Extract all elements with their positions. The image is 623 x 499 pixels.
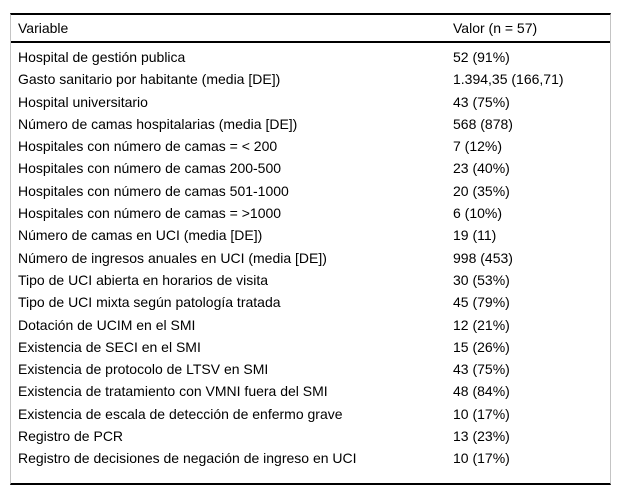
table-row: Hospitales con número de camas = < 200 7… (11, 135, 610, 157)
table-row: Hospital de gestión publica 52 (91%) (11, 42, 610, 68)
table-row: Dotación de UCIM en el SMI 12 (21%) (11, 314, 610, 336)
valor-cell: 10 (17%) (453, 450, 510, 467)
statistics-table: Variable Valor (n = 57) Hospital de gest… (11, 15, 610, 483)
valor-cell: 1.394,35 (166,71) (453, 71, 564, 88)
valor-cell: 30 (53%) (453, 271, 510, 288)
valor-cell: 23 (40%) (453, 160, 510, 177)
variable-cell: Número de camas en UCI (media [DE]) (18, 227, 263, 244)
valor-cell: 998 (453) (453, 249, 513, 266)
table-row: Existencia de tratamiento con VMNI fuera… (11, 380, 610, 402)
valor-cell: 45 (79%) (453, 294, 510, 311)
table-row: Tipo de UCI mixta según patología tratad… (11, 291, 610, 313)
valor-cell: 13 (23%) (453, 428, 510, 445)
table-row: Hospitales con número de camas 501-1000 … (11, 180, 610, 202)
variable-cell: Registro de decisiones de negación de in… (18, 450, 357, 467)
variable-cell: Hospitales con número de camas = >1000 (18, 205, 282, 222)
valor-cell: 19 (11) (453, 227, 497, 244)
table-row: Hospital universitario 43 (75%) (11, 91, 610, 113)
table-row: Existencia de escala de detección de enf… (11, 403, 610, 425)
variable-cell: Hospital universitario (18, 93, 148, 110)
valor-cell: 15 (26%) (453, 338, 510, 355)
table-row: Número de ingresos anuales en UCI (media… (11, 247, 610, 269)
valor-cell: 52 (91%) (453, 49, 510, 65)
variable-cell: Existencia de tratamiento con VMNI fuera… (18, 383, 328, 400)
valor-cell: 20 (35%) (453, 182, 510, 199)
variable-cell: Hospitales con número de camas 200-500 (18, 160, 282, 177)
variable-cell: Hospital de gestión publica (18, 49, 186, 65)
table-row: Tipo de UCI abierta en horarios de visit… (11, 269, 610, 291)
valor-cell: 6 (10%) (453, 205, 503, 222)
variable-cell: Existencia de SECI en el SMI (18, 338, 201, 355)
table-row: Número de camas en UCI (media [DE]) 19 (… (11, 224, 610, 246)
variable-cell: Tipo de UCI mixta según patología tratad… (18, 294, 281, 311)
table-row: Hospitales con número de camas 200-500 2… (11, 157, 610, 179)
variable-cell: Hospitales con número de camas 501-1000 (18, 182, 289, 199)
valor-cell: 43 (75%) (453, 361, 510, 378)
table-header: Variable Valor (n = 57) (11, 15, 610, 43)
table-row: Gasto sanitario por habitante (media [DE… (11, 68, 610, 90)
variable-cell: Registro de PCR (18, 428, 124, 445)
valor-cell: 12 (21%) (453, 316, 510, 333)
table-row: Registro de decisiones de negación de in… (11, 447, 610, 482)
variable-cell: Gasto sanitario por habitante (media [DE… (18, 71, 281, 88)
table-row: Existencia de protocolo de LTSV en SMI 4… (11, 358, 610, 380)
variable-cell: Número de ingresos anuales en UCI (media… (18, 249, 327, 266)
table-row: Registro de PCR 13 (23%) (11, 425, 610, 447)
table-body: Hospital de gestión publica 52 (91%) Gas… (11, 42, 610, 483)
variable-cell: Existencia de escala de detección de enf… (18, 405, 343, 422)
variable-cell: Hospitales con número de camas = < 200 (18, 138, 278, 155)
variable-cell: Número de camas hospitalarias (media [DE… (18, 115, 298, 132)
table-row: Hospitales con número de camas = >1000 6… (11, 202, 610, 224)
valor-cell: 7 (12%) (453, 138, 503, 155)
table-row: Existencia de SECI en el SMI 15 (26%) (11, 336, 610, 358)
table-row: Número de camas hospitalarias (media [DE… (11, 113, 610, 135)
variable-cell: Existencia de protocolo de LTSV en SMI (18, 361, 269, 378)
statistics-table-frame: Variable Valor (n = 57) Hospital de gest… (10, 13, 611, 485)
variable-cell: Dotación de UCIM en el SMI (18, 316, 196, 333)
valor-cell: 48 (84%) (453, 383, 510, 400)
valor-cell: 43 (75%) (453, 93, 510, 110)
variable-cell: Tipo de UCI abierta en horarios de visit… (18, 271, 269, 288)
column-header-variable: Variable (11, 15, 453, 43)
valor-cell: 568 (878) (453, 115, 513, 132)
column-header-valor: Valor (n = 57) (453, 15, 610, 43)
header-row: Variable Valor (n = 57) (11, 15, 610, 43)
valor-cell: 10 (17%) (453, 405, 510, 422)
